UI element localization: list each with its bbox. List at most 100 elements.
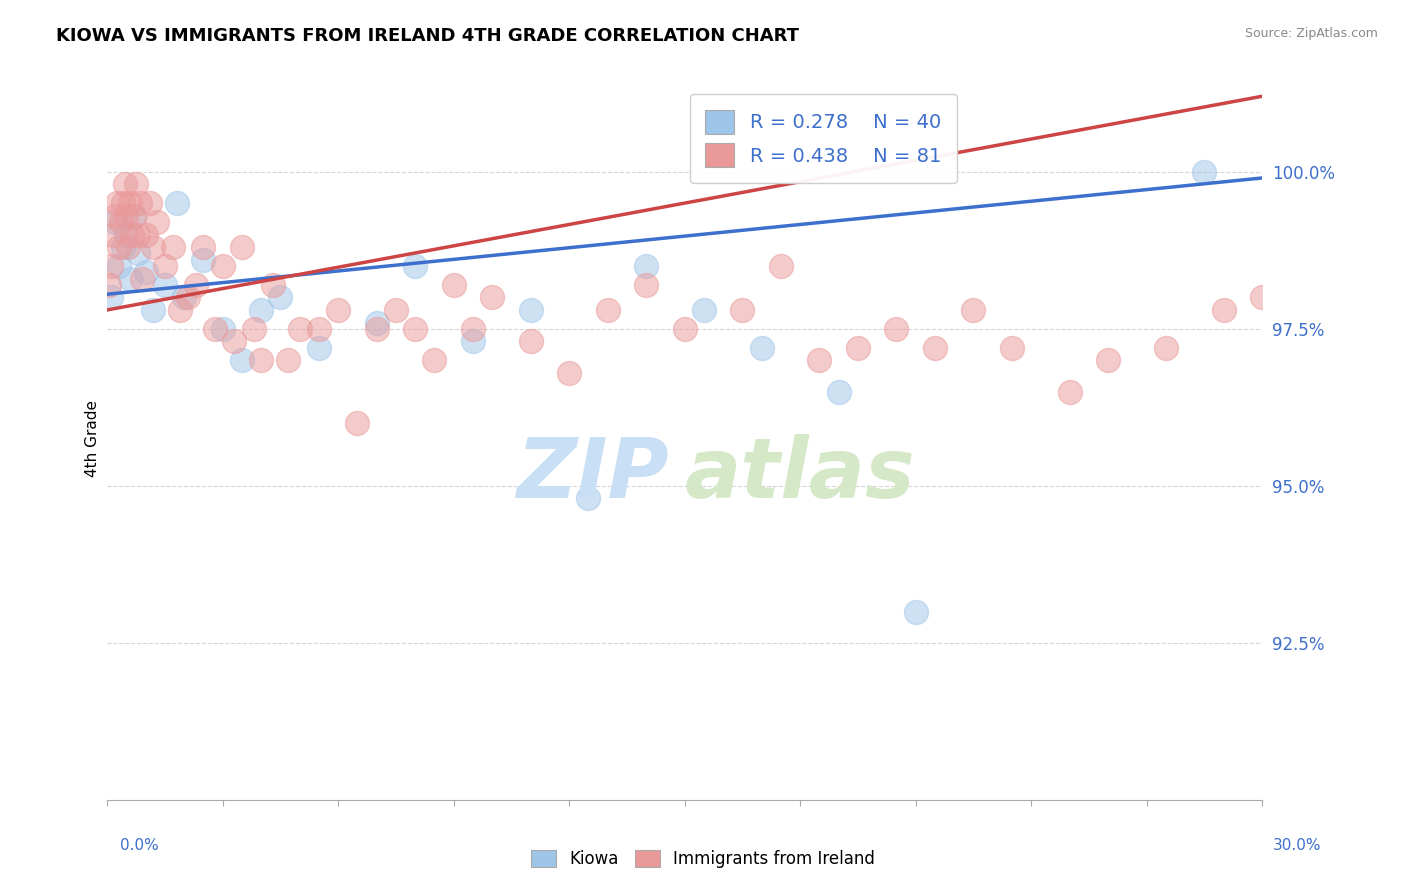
Text: Source: ZipAtlas.com: Source: ZipAtlas.com	[1244, 27, 1378, 40]
Point	[100, 259, 122, 273]
Point	[153, 259, 176, 273]
Point	[596, 302, 619, 317]
Point	[120, 196, 142, 211]
Point	[135, 265, 157, 279]
Point	[443, 277, 465, 292]
Point	[346, 416, 368, 430]
Point	[231, 240, 253, 254]
Point	[461, 322, 484, 336]
Point	[142, 240, 165, 254]
Point	[808, 353, 831, 368]
Point	[111, 240, 134, 254]
Point	[288, 322, 311, 336]
Point	[250, 353, 273, 368]
Point	[519, 302, 541, 317]
Legend: R = 0.278    N = 40, R = 0.438    N = 81: R = 0.278 N = 40, R = 0.438 N = 81	[689, 95, 957, 183]
Point	[1212, 302, 1234, 317]
Point	[146, 215, 169, 229]
Point	[1097, 353, 1119, 368]
Text: KIOWA VS IMMIGRANTS FROM IRELAND 4TH GRADE CORRELATION CHART: KIOWA VS IMMIGRANTS FROM IRELAND 4TH GRA…	[56, 27, 799, 45]
Point	[846, 341, 869, 355]
Point	[1059, 384, 1081, 399]
Point	[135, 227, 157, 242]
Point	[110, 215, 132, 229]
Point	[127, 246, 149, 260]
Point	[924, 341, 946, 355]
Point	[519, 334, 541, 349]
Text: 30.0%: 30.0%	[1274, 838, 1322, 854]
Point	[366, 316, 388, 330]
Point	[731, 302, 754, 317]
Point	[404, 259, 426, 273]
Point	[404, 322, 426, 336]
Point	[107, 240, 129, 254]
Point	[107, 259, 129, 273]
Point	[173, 290, 195, 304]
Point	[162, 240, 184, 254]
Point	[328, 302, 350, 317]
Point	[177, 290, 200, 304]
Point	[1367, 240, 1389, 254]
Point	[1289, 277, 1312, 292]
Point	[211, 322, 233, 336]
Point	[461, 334, 484, 349]
Text: ZIP: ZIP	[516, 434, 669, 516]
Point	[1251, 290, 1274, 304]
Point	[104, 215, 127, 229]
Point	[250, 302, 273, 317]
Point	[98, 277, 121, 292]
Point	[262, 277, 284, 292]
Point	[127, 227, 149, 242]
Point	[204, 322, 226, 336]
Point	[115, 227, 138, 242]
Point	[115, 209, 138, 223]
Point	[366, 322, 388, 336]
Point	[166, 196, 188, 211]
Text: 0.0%: 0.0%	[120, 838, 159, 854]
Point	[169, 302, 191, 317]
Point	[142, 302, 165, 317]
Point	[131, 271, 153, 285]
Point	[231, 353, 253, 368]
Point	[481, 290, 503, 304]
Point	[184, 277, 207, 292]
Point	[242, 322, 264, 336]
Point	[104, 209, 127, 223]
Point	[125, 178, 148, 192]
Text: atlas: atlas	[685, 434, 915, 516]
Point	[1194, 164, 1216, 178]
Point	[122, 209, 145, 223]
Point	[111, 196, 134, 211]
Point	[636, 259, 658, 273]
Point	[193, 240, 215, 254]
Point	[1154, 341, 1177, 355]
Point	[673, 322, 696, 336]
Point	[962, 302, 984, 317]
Point	[385, 302, 408, 317]
Point	[693, 302, 716, 317]
Point	[101, 227, 124, 242]
Point	[138, 196, 160, 211]
Point	[308, 341, 330, 355]
Point	[558, 366, 581, 380]
Point	[224, 334, 246, 349]
Point	[100, 290, 122, 304]
Point	[269, 290, 291, 304]
Point	[886, 322, 908, 336]
Legend: Kiowa, Immigrants from Ireland: Kiowa, Immigrants from Ireland	[524, 843, 882, 875]
Point	[827, 384, 849, 399]
Point	[117, 240, 139, 254]
Point	[1001, 341, 1024, 355]
Point	[904, 605, 927, 619]
Point	[153, 277, 176, 292]
Point	[576, 491, 599, 506]
Point	[105, 196, 128, 211]
Point	[423, 353, 446, 368]
Point	[114, 178, 136, 192]
Point	[121, 227, 143, 242]
Point	[751, 341, 773, 355]
Point	[120, 271, 142, 285]
Point	[308, 322, 330, 336]
Point	[129, 196, 152, 211]
Y-axis label: 4th Grade: 4th Grade	[86, 401, 100, 477]
